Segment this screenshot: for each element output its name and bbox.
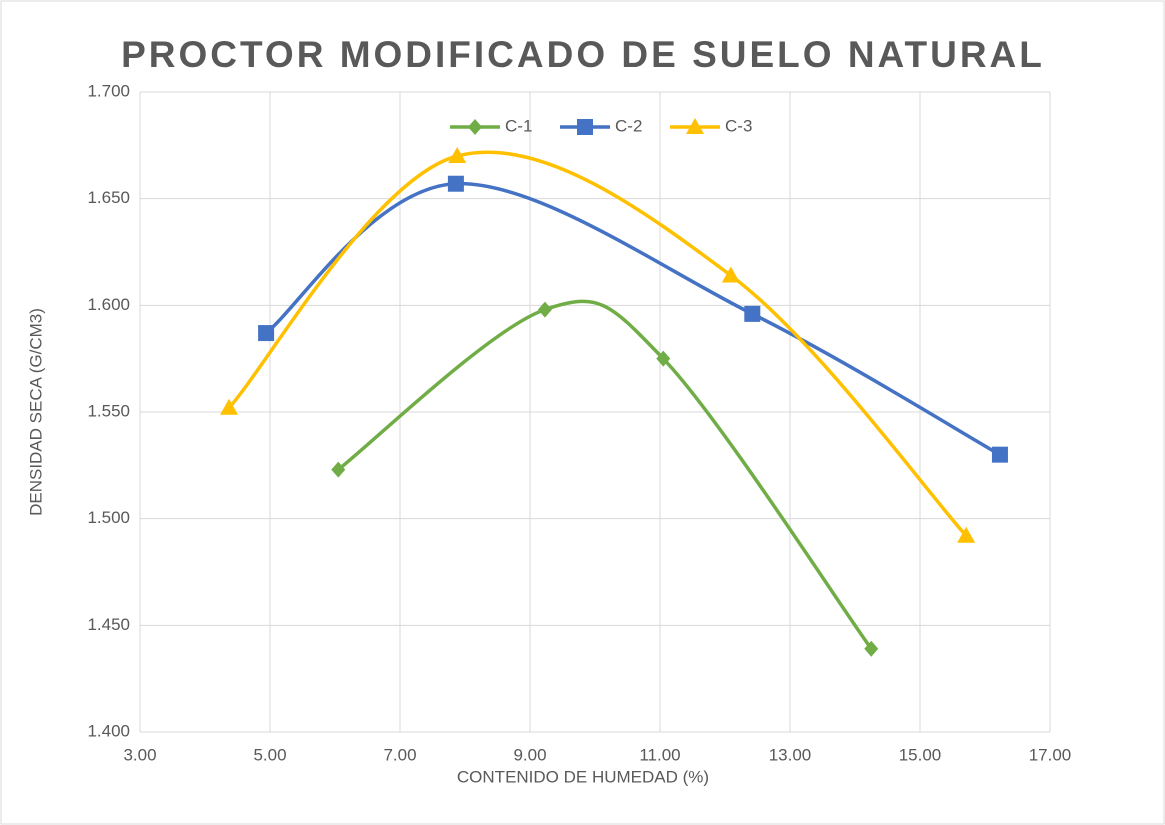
- marker: [537, 301, 552, 318]
- x-tick-label: 9.00: [513, 745, 546, 764]
- marker: [991, 446, 1008, 463]
- x-axis-label: CONTENIDO DE HUMEDAD (%): [457, 767, 709, 786]
- marker: [448, 147, 467, 163]
- legend-label: C-3: [725, 116, 752, 135]
- marker: [258, 325, 275, 342]
- y-tick-label: 1.650: [87, 188, 130, 207]
- marker: [744, 305, 761, 322]
- x-tick-label: 7.00: [383, 745, 416, 764]
- marker: [686, 118, 704, 134]
- legend-label: C-1: [505, 116, 532, 135]
- chart-title: PROCTOR MODIFICADO DE SUELO NATURAL: [121, 34, 1045, 75]
- marker: [721, 266, 740, 283]
- marker: [220, 398, 239, 415]
- marker: [468, 119, 482, 135]
- marker: [577, 119, 593, 135]
- y-tick-label: 1.450: [87, 615, 130, 634]
- y-axis-label: DENSIDAD SECA (G/CM3): [26, 308, 45, 516]
- marker: [447, 175, 464, 192]
- marker: [864, 640, 879, 657]
- y-tick-label: 1.500: [87, 508, 130, 527]
- series-line: [337, 299, 873, 650]
- series-line: [227, 150, 968, 537]
- y-tick-label: 1.400: [87, 721, 130, 740]
- marker: [656, 350, 671, 367]
- marker: [957, 526, 976, 543]
- x-tick-label: 3.00: [123, 745, 156, 764]
- x-tick-label: 13.00: [769, 745, 812, 764]
- y-tick-label: 1.700: [87, 81, 130, 100]
- y-tick-label: 1.600: [87, 295, 130, 314]
- x-tick-label: 15.00: [899, 745, 942, 764]
- y-tick-label: 1.550: [87, 401, 130, 420]
- x-tick-label: 11.00: [639, 745, 680, 764]
- x-tick-label: 5.00: [253, 745, 286, 764]
- marker: [331, 461, 346, 478]
- x-tick-label: 17.00: [1029, 745, 1072, 764]
- legend-label: C-2: [615, 116, 642, 135]
